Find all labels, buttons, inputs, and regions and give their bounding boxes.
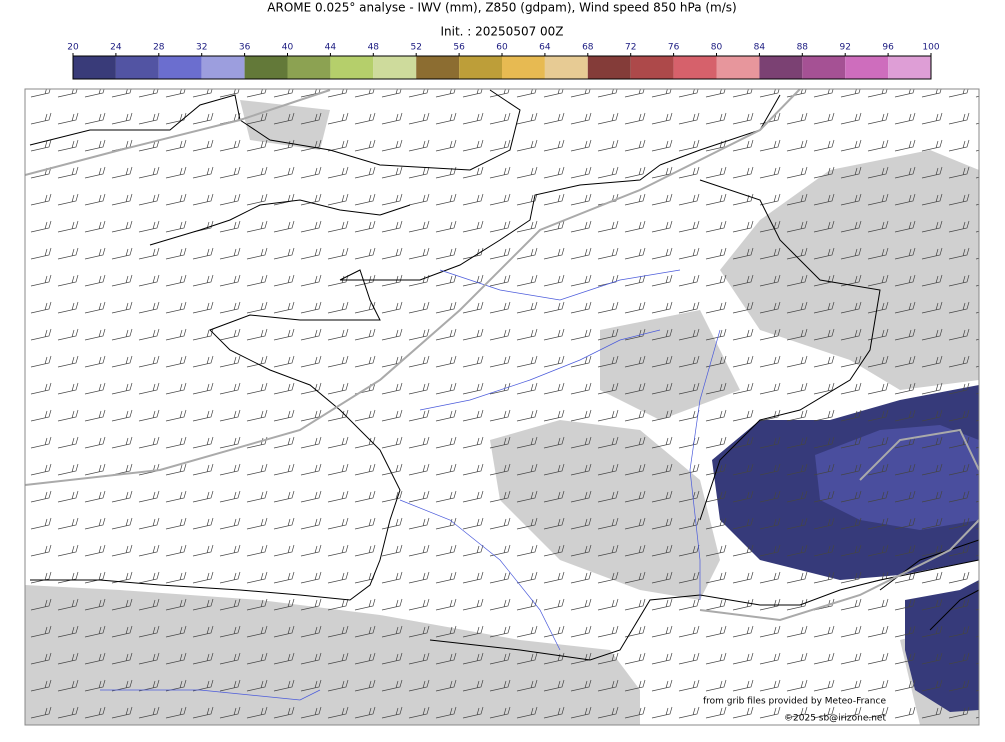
- colorbar-tick-label: 28: [153, 43, 165, 53]
- colorbar-swatch: [802, 56, 846, 79]
- colorbar-tick-label: 80: [711, 43, 723, 53]
- colorbar-tick-label: 20: [67, 43, 79, 53]
- colorbar-swatch: [716, 56, 760, 79]
- colorbar-swatch: [330, 56, 374, 79]
- colorbar-tick-label: 32: [196, 43, 207, 53]
- colorbar-tick-label: 88: [797, 43, 809, 53]
- colorbar-swatch: [244, 56, 288, 79]
- colorbar-tick-label: 56: [453, 43, 465, 53]
- colorbar-tick-label: 60: [496, 43, 508, 53]
- colorbar-swatch: [459, 56, 502, 79]
- colorbar-swatch: [587, 56, 631, 79]
- wind-barbs: [25, 89, 979, 725]
- z850-contours: [25, 89, 979, 622]
- colorbar-swatch: [115, 56, 159, 79]
- colorbar-swatch: [630, 56, 674, 79]
- colorbar-tick-label: 76: [668, 43, 680, 53]
- colorbar-tick-label: 100: [922, 43, 939, 53]
- colorbar-tick-label: 92: [839, 43, 850, 53]
- colorbar-swatch: [888, 56, 931, 79]
- colorbar-swatch: [673, 56, 717, 79]
- credit-source: from grib files provided by Meteo-France: [703, 697, 886, 707]
- colorbar-tick-label: 68: [582, 43, 594, 53]
- colorbar-swatch: [845, 56, 889, 79]
- credit-copyright: ©2025 sb@irizone.net: [784, 714, 886, 724]
- colorbar-swatch: [201, 56, 245, 79]
- colorbar-tick-label: 72: [625, 43, 636, 53]
- colorbar-tick-label: 44: [325, 43, 337, 53]
- colorbar-swatch: [73, 56, 116, 79]
- colorbar-swatch: [373, 56, 417, 79]
- colorbar-tick-label: 36: [239, 43, 251, 53]
- map: [25, 89, 979, 725]
- colorbar: 20 24 28 32 36 40 44 48 52 56 60 64 68 72 76 80 84 88 92 96…: [67, 43, 940, 80]
- subtitle: Init. : 20250507 00Z: [440, 25, 563, 39]
- colorbar-swatch: [759, 56, 803, 79]
- colorbar-tick-label: 84: [754, 43, 766, 53]
- colorbar-swatch: [544, 56, 588, 79]
- colorbar-swatch: [416, 56, 460, 79]
- colorbar-tick-label: 64: [539, 43, 551, 53]
- colorbar-swatch: [502, 56, 545, 79]
- colorbar-tick-label: 52: [410, 43, 421, 53]
- colorbar-tick-label: 24: [110, 43, 122, 53]
- colorbar-swatch: [158, 56, 202, 79]
- map-frame: [24, 88, 980, 726]
- rivers: [100, 269, 721, 701]
- colorbar-tick-label: 40: [282, 43, 294, 53]
- colorbar-tick-label: 96: [882, 43, 894, 53]
- colorbar-tick-label: 48: [368, 43, 380, 53]
- title: AROME 0.025° analyse - IWV (mm), Z850 (g…: [267, 1, 736, 15]
- colorbar-swatch: [287, 56, 331, 79]
